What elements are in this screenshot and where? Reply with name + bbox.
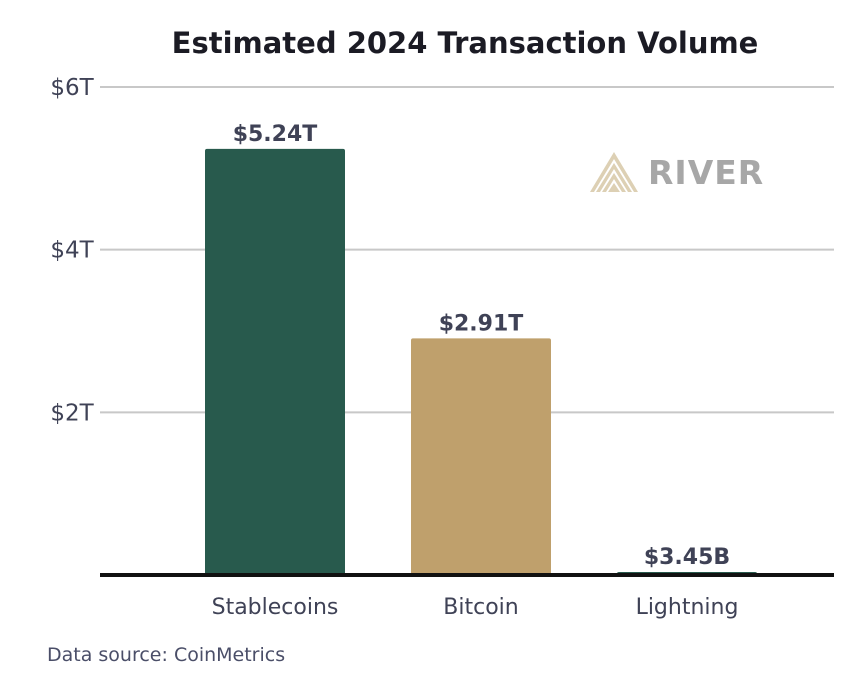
data-label: $5.24T <box>233 122 318 147</box>
y-tick-label: $6T <box>50 75 94 101</box>
x-tick-label: Bitcoin <box>443 595 518 620</box>
data-label: $3.45B <box>644 545 730 570</box>
river-chevron-icon <box>590 152 638 192</box>
bar-bitcoin <box>411 338 551 575</box>
data-source-note: Data source: CoinMetrics <box>47 644 285 666</box>
x-tick-label: Stablecoins <box>212 595 339 620</box>
logo-text: RIVER <box>648 153 764 192</box>
y-axis-ticks: $2T $4T $6T <box>50 75 94 426</box>
chart-title: Estimated 2024 Transaction Volume <box>172 26 759 60</box>
x-tick-label: Lightning <box>636 595 739 620</box>
river-logo: RIVER <box>590 152 764 192</box>
data-labels: $5.24T $2.91T $3.45B <box>233 122 730 570</box>
bar-stablecoins <box>205 148 345 575</box>
x-axis-ticks: Stablecoins Bitcoin Lightning <box>212 595 739 620</box>
y-tick-label: $2T <box>50 400 94 426</box>
data-label: $2.91T <box>439 311 524 336</box>
bars <box>205 148 757 575</box>
y-tick-label: $4T <box>50 238 94 264</box>
